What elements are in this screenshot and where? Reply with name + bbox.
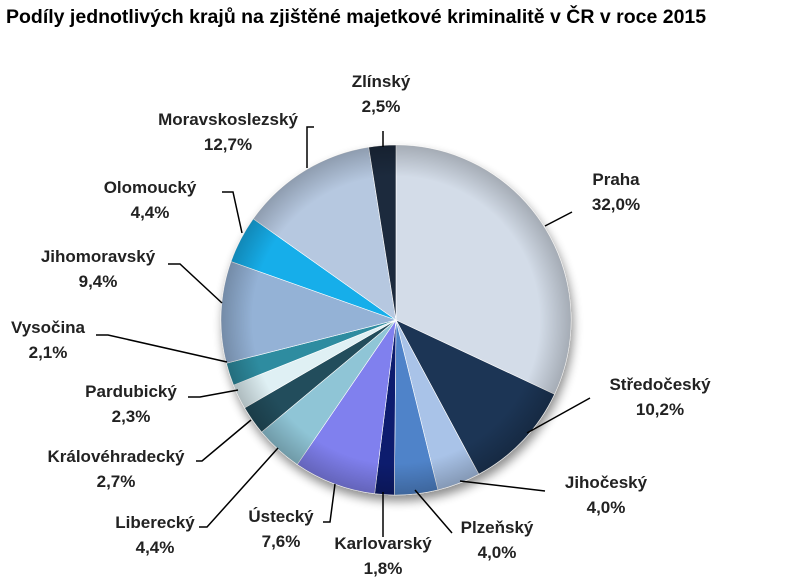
leader-line-plzensky (414, 489, 453, 534)
slice-value: 4,0% (478, 543, 517, 562)
slice-value: 7,6% (262, 532, 301, 551)
slice-label-karlovarsky: Karlovarský 1,8% (334, 534, 432, 578)
slice-value: 1,8% (364, 559, 403, 578)
leader-line-moravskoslezsky (306, 126, 314, 168)
slice-label-stredocesky: Středočeský 10,2% (609, 375, 711, 419)
slice-name: Praha (592, 170, 640, 189)
slice-value: 9,4% (79, 272, 118, 291)
slice-value: 32,0% (592, 195, 640, 214)
slice-name: Královéhradecký (47, 447, 185, 466)
slice-name: Vysočina (11, 318, 86, 337)
slice-label-moravskoslezsky: Moravskoslezský 12,7% (158, 110, 298, 154)
slice-value: 2,5% (362, 97, 401, 116)
slice-label-jihomoravsky: Jihomoravský 9,4% (41, 247, 156, 291)
slice-name: Jihočeský (565, 473, 648, 492)
slice-name: Karlovarský (334, 534, 432, 553)
slice-name: Pardubický (85, 382, 177, 401)
slice-label-kralovehradecky: Královéhradecký 2,7% (47, 447, 185, 491)
slice-label-pardubicky: Pardubický 2,3% (85, 382, 177, 426)
slice-value: 2,7% (97, 472, 136, 491)
slice-value: 4,4% (131, 203, 170, 222)
slice-value: 4,4% (136, 538, 175, 557)
slice-label-jihocesky: Jihočeský 4,0% (565, 473, 648, 517)
slice-value: 2,1% (29, 343, 68, 362)
leader-line-kralovehradecky (196, 419, 252, 462)
leader-line-jihocesky (459, 480, 546, 492)
leader-line-stredocesky (526, 397, 591, 434)
leader-line-vysocina (96, 334, 228, 363)
leader-line-olomoucky (222, 191, 243, 234)
chart-title: Podíly jednotlivých krajů na zjištěné ma… (6, 6, 707, 28)
slice-label-zlinsky: Zlínský 2,5% (352, 72, 411, 116)
slice-name: Zlínský (352, 72, 411, 91)
slice-name: Ústecký (248, 507, 314, 526)
slice-name: Plzeňský (461, 518, 534, 537)
leader-line-praha (544, 211, 573, 227)
slice-label-plzensky: Plzeňský 4,0% (461, 518, 534, 562)
slice-name: Olomoucký (104, 178, 197, 197)
slice-value: 2,3% (112, 407, 151, 426)
leader-line-pardubicky (188, 389, 239, 398)
slice-label-ustecky: Ústecký 7,6% (248, 507, 314, 551)
leader-line-liberecky (199, 447, 279, 528)
slice-name: Jihomoravský (41, 247, 156, 266)
slice-name: Liberecký (115, 513, 195, 532)
slice-label-vysocina: Vysočina 2,1% (11, 318, 86, 362)
slice-value: 12,7% (204, 135, 252, 154)
slice-label-praha: Praha 32,0% (592, 170, 640, 214)
leader-line-ustecky (323, 483, 336, 523)
slice-label-olomoucky: Olomoucký 4,4% (104, 178, 197, 222)
slice-value: 10,2% (636, 400, 684, 419)
leader-line-jihomoravsky (168, 263, 223, 304)
slice-label-liberecky: Liberecký 4,4% (115, 513, 195, 557)
slice-name: Moravskoslezský (158, 110, 298, 129)
slice-value: 4,0% (587, 498, 626, 517)
pie-gloss (221, 145, 571, 495)
slice-name: Středočeský (609, 375, 711, 394)
